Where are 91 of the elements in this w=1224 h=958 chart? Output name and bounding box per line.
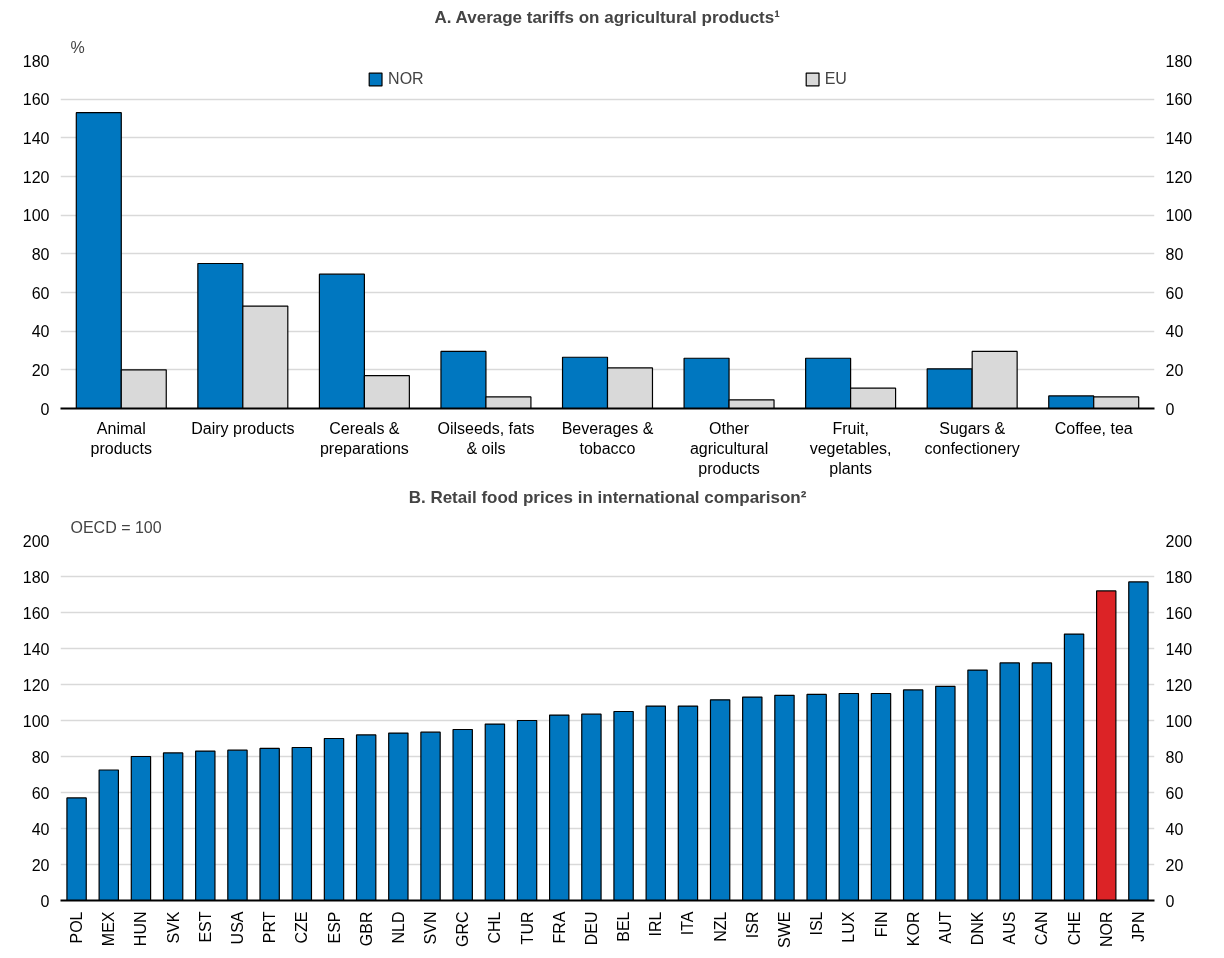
y-tick-label: 200 xyxy=(22,532,50,550)
x-tick-label: Coffee, tea xyxy=(1054,419,1133,437)
y-tick-label: 180 xyxy=(22,568,50,586)
y-tick-label: 160 xyxy=(22,91,50,109)
y-tick-label: 60 xyxy=(31,784,50,802)
chart-title: A. Average tariffs on agricultural products¹ xyxy=(434,7,781,27)
x-tick-label: HUN xyxy=(132,911,150,947)
x-tick-label: SWE xyxy=(775,911,793,948)
y-tick-label: 140 xyxy=(22,129,50,147)
x-tick-label: Sugars & confectionery xyxy=(924,419,1020,457)
x-tick-label: PRT xyxy=(261,911,279,944)
y-tick-label: 0 xyxy=(40,892,50,910)
y-tick-label: 80 xyxy=(31,748,50,766)
y2-tick-label: 100 xyxy=(1165,207,1193,225)
y-tick-label: 120 xyxy=(22,168,50,186)
x-tick-label: NLD xyxy=(389,911,407,944)
y2-tick-label: 100 xyxy=(1165,712,1193,730)
y2-tick-label: 160 xyxy=(1165,604,1193,622)
y-tick-label: 60 xyxy=(31,284,50,302)
x-tick-label: USA xyxy=(228,911,246,945)
y-tick-label: 80 xyxy=(31,245,50,263)
x-tick-label: Other agricultural products xyxy=(689,419,769,478)
x-tick-label: Fruit, vegetables, plants xyxy=(809,419,892,478)
x-tick-label: ISL xyxy=(808,911,826,936)
x-tick-label: FIN xyxy=(872,911,890,938)
x-tick-label: SVK xyxy=(164,911,182,944)
x-tick-label: LUX xyxy=(840,911,858,943)
x-tick-label: CHE xyxy=(1065,911,1083,946)
x-tick-label: Dairy products xyxy=(191,419,295,437)
x-tick-label: DNK xyxy=(969,911,987,946)
legend-label: EU xyxy=(824,70,847,88)
y-tick-label: 120 xyxy=(22,676,50,694)
x-tick-label: ITA xyxy=(679,911,697,936)
y-tick-label: 20 xyxy=(31,856,50,874)
y2-tick-label: 120 xyxy=(1165,676,1193,694)
x-tick-label: EST xyxy=(196,911,214,943)
x-tick-label: Cereals & preparations xyxy=(319,419,409,457)
y2-tick-label: 20 xyxy=(1165,361,1184,379)
x-tick-label: NOR xyxy=(1097,911,1115,948)
chart-title: B. Retail food prices in international comparison² xyxy=(408,487,807,507)
y2-tick-label: 20 xyxy=(1165,856,1184,874)
x-tick-label: NZL xyxy=(711,911,729,942)
y2-tick-label: 80 xyxy=(1165,748,1184,766)
x-tick-label: BEL xyxy=(615,911,633,942)
x-tick-label: MEX xyxy=(100,911,118,947)
y-axis-title: % xyxy=(70,38,85,56)
x-tick-label: ESP xyxy=(325,911,343,944)
y-tick-label: 40 xyxy=(31,820,50,838)
y2-tick-label: 120 xyxy=(1165,168,1193,186)
y-tick-label: 20 xyxy=(31,361,50,379)
x-tick-label: KOR xyxy=(904,911,922,947)
y2-tick-label: 0 xyxy=(1165,400,1175,418)
x-tick-label: SVN xyxy=(422,911,440,945)
x-tick-label: Beverages & tobacco xyxy=(561,419,654,457)
x-tick-label: GRC xyxy=(454,911,472,948)
x-tick-label: ISR xyxy=(743,911,761,939)
x-tick-label: Oilseeds, fats & oils xyxy=(437,419,535,457)
y2-tick-label: 140 xyxy=(1165,129,1193,147)
x-tick-label: FRA xyxy=(550,911,568,944)
y-tick-label: 40 xyxy=(31,323,50,341)
x-tick-label: CHL xyxy=(486,911,504,944)
x-tick-label: TUR xyxy=(518,911,536,945)
y2-tick-label: 200 xyxy=(1165,532,1193,550)
y2-tick-label: 60 xyxy=(1165,784,1184,802)
legend-label: NOR xyxy=(388,70,424,88)
x-tick-label: CZE xyxy=(293,911,311,944)
y-tick-label: 140 xyxy=(22,640,50,658)
x-tick-label: DEU xyxy=(582,911,600,946)
y-tick-label: 180 xyxy=(22,52,50,70)
y2-tick-label: 180 xyxy=(1165,568,1193,586)
y-tick-label: 160 xyxy=(22,604,50,622)
y2-tick-label: 40 xyxy=(1165,820,1184,838)
x-tick-label: JPN xyxy=(1129,911,1147,942)
x-tick-label: GBR xyxy=(357,911,375,947)
y-axis-title: OECD = 100 xyxy=(70,518,162,536)
x-tick-label: AUS xyxy=(1001,911,1019,945)
y2-tick-label: 40 xyxy=(1165,323,1184,341)
y2-tick-label: 140 xyxy=(1165,640,1193,658)
x-tick-label: IRL xyxy=(647,911,665,937)
y-tick-label: 100 xyxy=(22,207,50,225)
x-tick-label: AUT xyxy=(936,911,954,944)
y-tick-label: 100 xyxy=(22,712,50,730)
y2-tick-label: 80 xyxy=(1165,245,1184,263)
x-tick-label: POL xyxy=(68,911,86,944)
y2-tick-label: 160 xyxy=(1165,91,1193,109)
y2-tick-label: 60 xyxy=(1165,284,1184,302)
y-tick-label: 0 xyxy=(40,400,50,418)
x-tick-label: Animal products xyxy=(90,419,152,457)
y2-tick-label: 0 xyxy=(1165,892,1175,910)
y2-tick-label: 180 xyxy=(1165,52,1193,70)
x-tick-label: CAN xyxy=(1033,911,1051,946)
